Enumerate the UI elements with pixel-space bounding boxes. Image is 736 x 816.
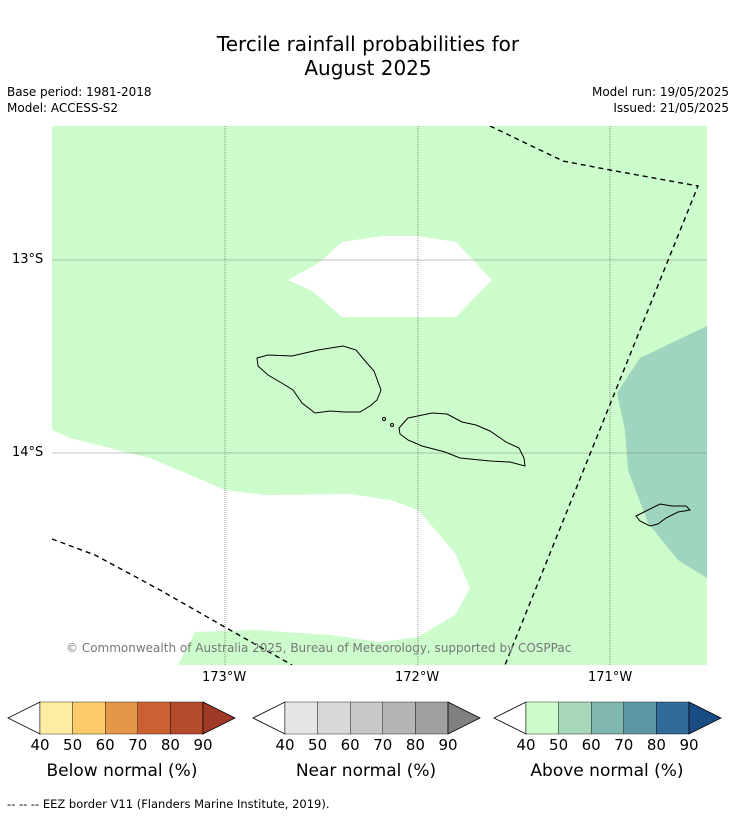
lat-label-14s: 14°S (12, 445, 44, 460)
colorbar-below-tick: 80 (160, 736, 180, 754)
colorbar-above-tick: 90 (679, 736, 699, 754)
copyright-notice: © Commonwealth of Australia 2025, Bureau… (66, 641, 572, 655)
colorbar-near-tick: 70 (373, 736, 393, 754)
colorbar-near-segment-3 (382, 701, 416, 735)
colorbar-below-tick: 50 (63, 736, 83, 754)
eez-legend-text: -- -- -- EEZ border V11 (Flanders Marine… (7, 797, 330, 811)
colorbar-caption-above: Above normal (%) (530, 761, 684, 781)
eez-border (52, 126, 699, 665)
upolu-island (398, 412, 526, 467)
colorbar-near-tick: 40 (275, 736, 295, 754)
colorbar-near-tick: 60 (340, 736, 360, 754)
colorbar-below-segment-4 (170, 701, 204, 735)
colorbar-below-extend-low (7, 701, 41, 735)
colorbar-below-segment-1 (72, 701, 106, 735)
map-title-line1: Tercile rainfall probabilities for (216, 32, 520, 56)
colorbar-above-segment-0 (525, 701, 559, 735)
colorbar-near-segment-2 (350, 701, 384, 735)
colorbar-below-segment-3 (137, 701, 171, 735)
colorbar-near-tick: 90 (438, 736, 458, 754)
savaii-island (256, 345, 382, 414)
land-outline (256, 345, 692, 527)
lon-label-173w: 173°W (202, 670, 247, 685)
colorbar-above-tick: 40 (516, 736, 536, 754)
map-title-line2: August 2025 (304, 56, 432, 80)
lon-label-172w: 172°W (395, 670, 440, 685)
colorbar-near-segment-0 (284, 701, 318, 735)
above-normal-60-region (617, 326, 707, 578)
model-name: Model: ACCESS-S2 (7, 101, 119, 115)
colorbar-below-tick: 70 (128, 736, 148, 754)
no-signal-region-north (288, 236, 492, 317)
model-run: Model run: 19/05/2025 (591, 85, 729, 99)
lon-label-171w: 171°W (588, 670, 633, 685)
colorbar-near-extend-high (447, 701, 481, 735)
colorbar-below-tick: 60 (95, 736, 115, 754)
colorbar-near-extend-low (252, 701, 286, 735)
colorbar-above-extend-low (493, 701, 527, 735)
colorbar-above-tick: 50 (549, 736, 569, 754)
base-period: Base period: 1981-2018 (7, 85, 152, 99)
colorbar-below-segment-2 (104, 701, 138, 735)
colorbar-above-segment-4 (656, 701, 690, 735)
colorbar-near-segment-4 (415, 701, 449, 735)
colorbar-below-segment-0 (39, 701, 73, 735)
colorbar-below-extend-high (202, 701, 236, 735)
colorbar-near-tick: 50 (308, 736, 328, 754)
colorbars (7, 701, 722, 735)
colorbar-below-tick: 40 (30, 736, 50, 754)
colorbar-above-tick: 70 (614, 736, 634, 754)
colorbar-below-tick: 90 (193, 736, 213, 754)
colorbar-above-extend-high (688, 701, 722, 735)
colorbar-above-tick: 80 (646, 736, 666, 754)
no-signal-region-southwest (52, 430, 470, 665)
colorbar-caption-near: Near normal (%) (295, 761, 437, 781)
issued-date: Issued: 21/05/2025 (613, 101, 729, 115)
colorbar-above-segment-2 (591, 701, 625, 735)
colorbar-above-segment-1 (558, 701, 592, 735)
colorbar-near-tick: 80 (405, 736, 425, 754)
lat-label-13s: 13°S (12, 252, 44, 267)
colorbar-above-tick: 60 (581, 736, 601, 754)
tutuila-island (635, 503, 692, 527)
colorbar-near-segment-1 (317, 701, 351, 735)
colorbar-caption-below: Below normal (%) (46, 761, 198, 781)
colorbar-above-segment-3 (623, 701, 657, 735)
